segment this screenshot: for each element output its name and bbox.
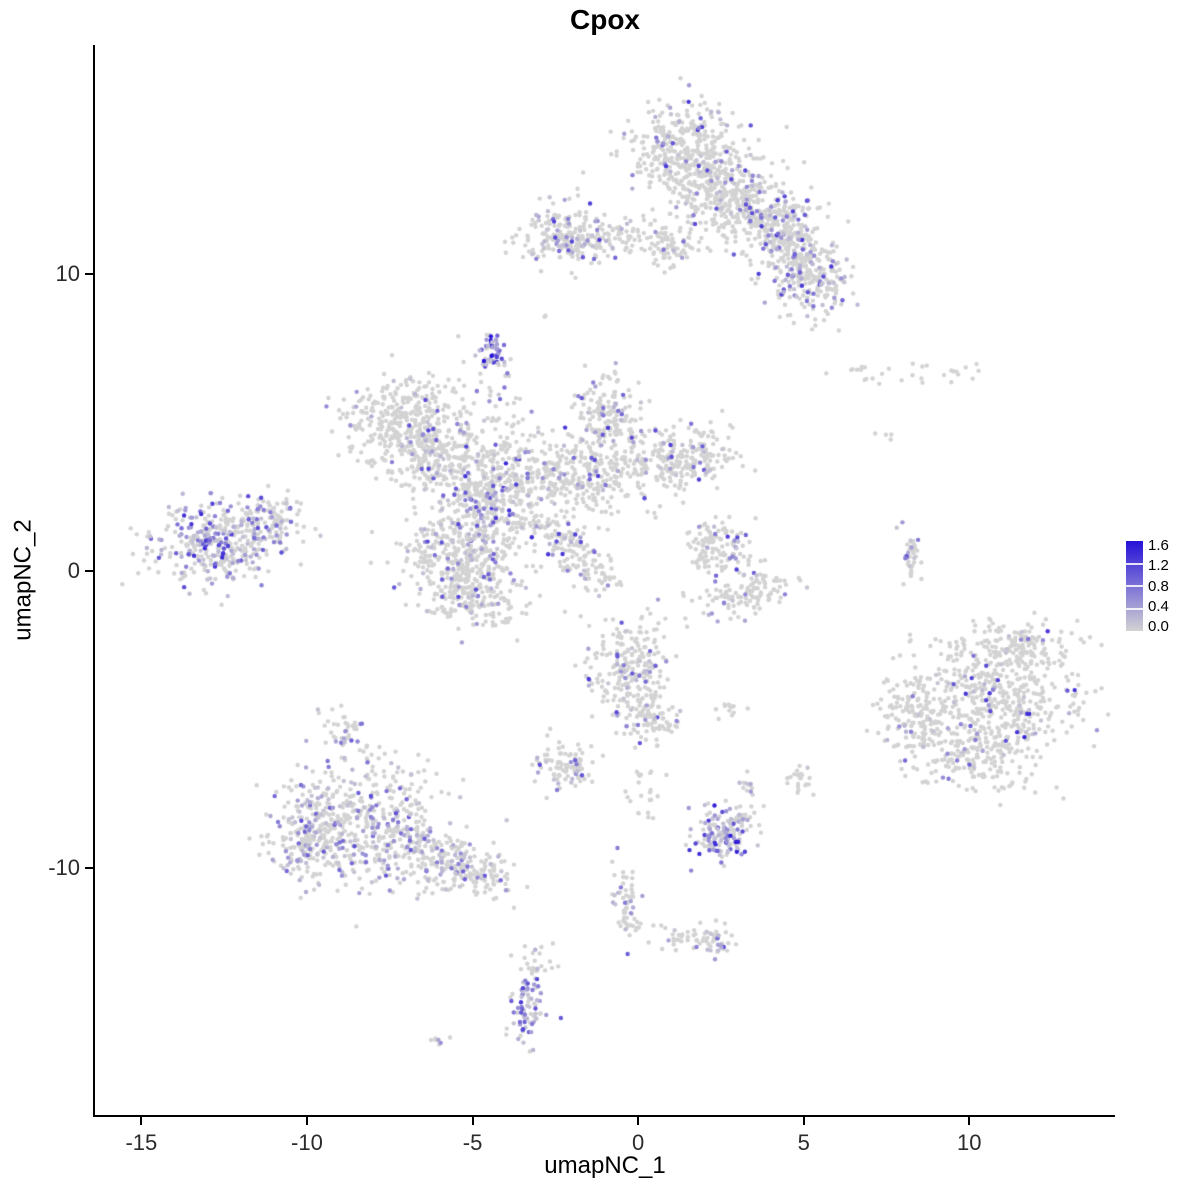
y-tick-label: 0 xyxy=(67,558,80,584)
x-tick-label: -15 xyxy=(125,1130,158,1155)
x-axis-title: umapNC_1 xyxy=(544,1152,666,1179)
legend-tick-label: 1.6 xyxy=(1148,537,1169,554)
y-axis-line xyxy=(93,45,95,1117)
legend-tick-label: 0.0 xyxy=(1148,618,1169,635)
x-tick-mark xyxy=(968,1117,971,1125)
legend-bar-tick xyxy=(1126,585,1143,587)
legend-labels: 1.6 1.2 0.8 0.4 0.0 xyxy=(1148,538,1169,634)
x-tick-label: 5 xyxy=(797,1130,810,1155)
y-tick-mark xyxy=(85,272,93,275)
legend-bar-tick xyxy=(1126,607,1143,610)
x-axis-line xyxy=(93,1115,1115,1117)
x-tick-mark xyxy=(637,1117,640,1125)
x-tick-label: 10 xyxy=(957,1130,982,1155)
legend-bar-tick xyxy=(1126,562,1143,565)
x-tick-label: -5 xyxy=(462,1130,483,1155)
x-tick-mark xyxy=(471,1117,474,1125)
x-tick-label: -10 xyxy=(291,1130,323,1155)
page-title: Cpox xyxy=(570,4,640,35)
legend-tick-label: 0.4 xyxy=(1148,597,1169,615)
legend-tick-label: 0.8 xyxy=(1148,577,1169,595)
y-tick-mark xyxy=(85,570,93,573)
y-tick-mark xyxy=(85,867,93,870)
x-tick-label: 0 xyxy=(631,1130,645,1155)
x-tick-mark xyxy=(140,1117,143,1125)
expression-legend: 1.6 1.2 0.8 0.4 0.0 xyxy=(1126,538,1169,634)
y-tick-label: -10 xyxy=(48,855,80,881)
x-tick-mark xyxy=(802,1117,805,1125)
x-tick-mark xyxy=(305,1117,308,1125)
y-axis-title-wrap: umapNC_2 xyxy=(2,45,46,1115)
y-tick-label: 10 xyxy=(55,260,80,286)
legend-tick-label: 1.2 xyxy=(1148,557,1169,575)
y-axis-title: umapNC_2 xyxy=(10,519,37,641)
legend-colorbar xyxy=(1126,541,1143,631)
